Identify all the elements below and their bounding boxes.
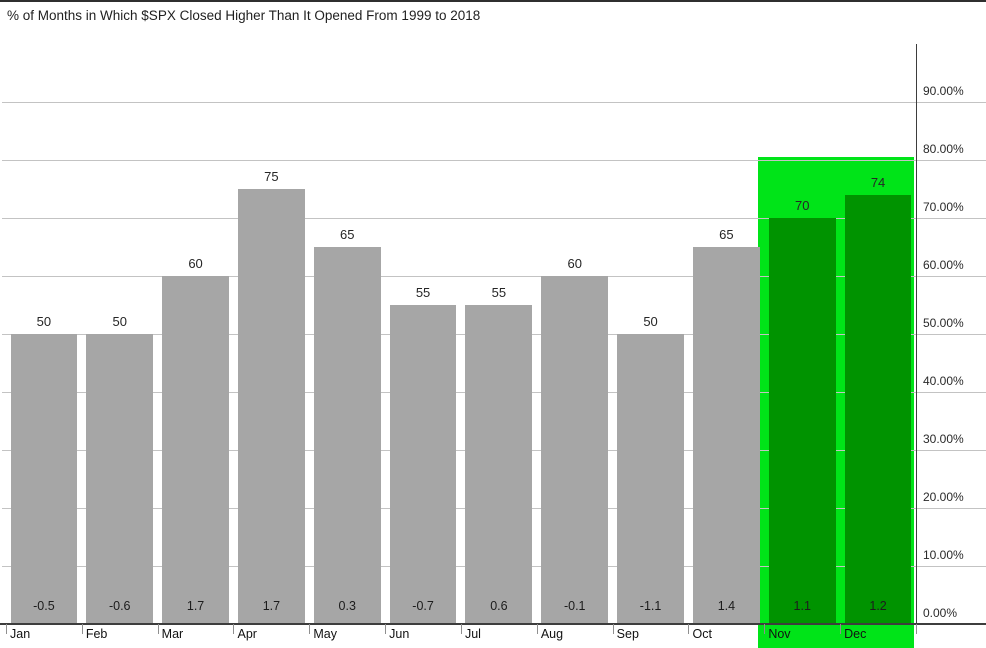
y-axis-tick-label: 40.00%	[923, 374, 964, 388]
bar-footer-label: 0.3	[338, 599, 356, 613]
month-label-nov: Nov	[768, 627, 791, 641]
month-label-jun: Jun	[389, 627, 410, 641]
bar-value-label: 50	[112, 314, 127, 329]
bar-nov	[768, 218, 836, 624]
bar-value-label: 55	[415, 285, 431, 300]
bar-value-label: 60	[567, 256, 582, 271]
bar-value-label: 50	[643, 314, 658, 329]
x-tick	[612, 624, 614, 634]
x-tick	[6, 624, 7, 634]
bar-value-label: 75	[264, 169, 279, 184]
y-gridline	[2, 218, 986, 219]
bar-dec	[844, 194, 912, 624]
bar-footer-label: -0.7	[412, 599, 434, 613]
chart-title: % of Months in Which $SPX Closed Higher …	[7, 8, 481, 23]
bar-footer-label: 1.7	[186, 599, 205, 613]
y-axis-tick-label: 30.00%	[923, 432, 964, 446]
x-tick	[915, 624, 917, 634]
bar-jul	[465, 305, 533, 624]
x-tick	[157, 624, 159, 634]
y-axis-tick-label: 60.00%	[923, 258, 964, 272]
bar-value-label: 55	[491, 285, 507, 300]
bar-footer-label: -0.5	[33, 599, 55, 613]
y-axis-tick-label: 20.00%	[923, 490, 964, 504]
bar-value-label: 70	[795, 198, 810, 213]
bar-value-label: 65	[719, 227, 734, 242]
bar-value-label: 50	[36, 314, 52, 329]
bar-footer-label: 1.2	[869, 599, 887, 613]
x-axis-line	[0, 622, 986, 625]
x-tick	[764, 624, 766, 634]
month-label-sep: Sep	[616, 627, 639, 641]
y-axis-line	[915, 44, 917, 624]
bar-value-label: 60	[188, 256, 203, 271]
y-axis-tick-label: 80.00%	[923, 142, 964, 156]
month-label-apr: Apr	[237, 627, 257, 641]
bar-footer-label: -0.6	[108, 599, 131, 613]
x-tick	[385, 624, 387, 634]
y-axis-tick-label: 50.00%	[923, 316, 964, 330]
month-label-oct: Oct	[692, 627, 712, 641]
x-tick	[460, 624, 462, 634]
x-tick	[536, 624, 538, 634]
month-label-jul: Jul	[464, 627, 481, 641]
x-tick	[840, 624, 842, 634]
y-gridline	[2, 102, 986, 103]
y-gridline	[2, 276, 986, 277]
month-label-may: May	[313, 627, 337, 641]
bar-sep	[617, 334, 684, 624]
month-label-mar: Mar	[161, 627, 184, 641]
month-label-aug: Aug	[540, 627, 564, 641]
bar-value-label: 74	[870, 174, 886, 190]
y-axis-tick-label: 70.00%	[923, 200, 964, 214]
bar-footer-label: 0.6	[490, 599, 508, 613]
bar-feb	[86, 334, 154, 624]
bar-jun	[389, 305, 457, 624]
bar-mar	[162, 276, 229, 624]
x-tick	[233, 624, 235, 634]
month-label-dec: Dec	[844, 627, 867, 641]
bar-footer-label: 1.7	[262, 599, 281, 613]
y-gridline	[2, 160, 986, 161]
x-tick	[688, 624, 690, 634]
y-axis-tick-label: 10.00%	[923, 548, 964, 562]
bar-footer-label: -0.1	[563, 599, 586, 613]
bar-jan	[10, 334, 78, 624]
bar-footer-label: 1.1	[793, 599, 811, 613]
bar-may	[313, 247, 381, 624]
month-label-jan: Jan	[10, 627, 31, 641]
month-label-feb: Feb	[85, 627, 108, 641]
y-axis-tick-label: 90.00%	[923, 84, 964, 98]
x-tick	[81, 624, 83, 634]
bar-apr	[237, 189, 305, 624]
bar-value-label: 65	[340, 227, 355, 242]
bar-oct	[692, 247, 760, 624]
bar-footer-label: -1.1	[639, 599, 662, 613]
x-tick	[309, 624, 311, 634]
bar-aug	[541, 276, 609, 624]
bar-footer-label: 1.4	[717, 599, 736, 613]
y-axis-tick-label: 0.00%	[923, 606, 958, 620]
